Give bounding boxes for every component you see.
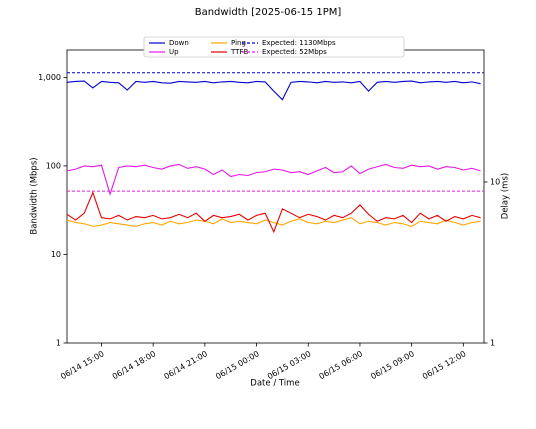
y-axis-label: Bandwidth (Mbps) [30, 157, 40, 234]
x-tick-label: 06/15 12:00 [421, 349, 468, 381]
plot-frame [66, 49, 485, 344]
y2-tick-label: 1 [490, 339, 495, 348]
series-line [66, 217, 481, 227]
legend-label: Down [169, 39, 189, 47]
y-tick-label: 10 [51, 250, 61, 259]
legend-box [143, 36, 405, 58]
x-tick-label: 06/14 18:00 [111, 349, 158, 381]
y2-tick-label: 10 [490, 177, 500, 186]
x-tick-label: 06/15 09:00 [369, 349, 416, 381]
x-tick-label: 06/15 03:00 [266, 349, 313, 381]
x-axis-label: Date / Time [250, 379, 299, 389]
x-tick-label: 06/15 06:00 [318, 349, 365, 381]
x-tick-label: 06/14 15:00 [59, 349, 106, 381]
y2-axis-label: Delay (ms) [501, 173, 511, 219]
series-line [66, 80, 481, 101]
legend-label: Up [169, 48, 179, 56]
legend-label: Ping [231, 39, 246, 47]
y-tick-label: 1,000 [38, 73, 61, 82]
x-tick-label: 06/14 21:00 [162, 349, 209, 381]
y-tick-label: 1 [56, 339, 61, 348]
legend-label: Expected: 1130Mbps [262, 39, 336, 47]
series-line [66, 163, 481, 197]
legend-label: Expected: 52Mbps [262, 48, 327, 56]
legend-label: TTFB [230, 48, 248, 56]
y-tick-label: 100 [46, 161, 61, 170]
series-line [66, 190, 481, 234]
chart-title: Bandwidth [2025-06-15 1PM] [195, 7, 342, 18]
x-tick-label: 06/15 00:00 [214, 349, 261, 381]
